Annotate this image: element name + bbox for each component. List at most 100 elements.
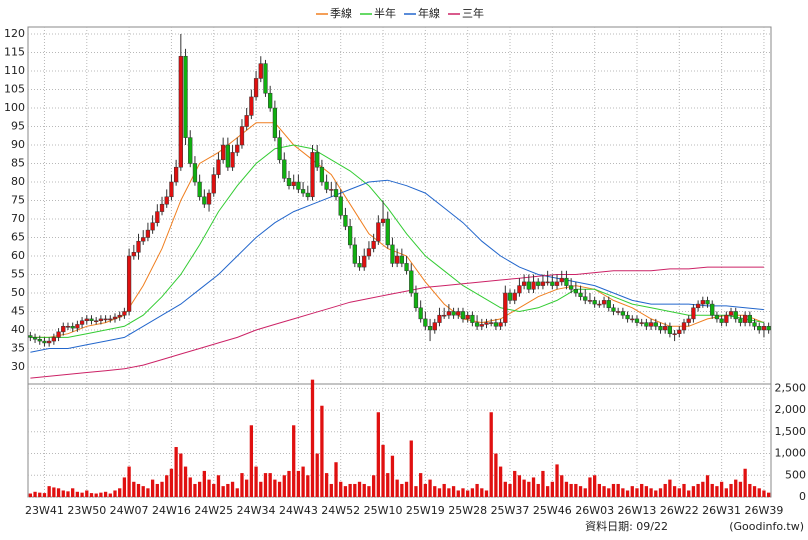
candle-body xyxy=(479,324,484,327)
candle-body xyxy=(47,340,52,344)
candle-body xyxy=(338,196,343,216)
volume-bar xyxy=(663,483,667,497)
volume-bar xyxy=(451,486,456,497)
volume-bar xyxy=(174,447,178,497)
y2-tick-label: 0 xyxy=(799,490,806,503)
candle-body xyxy=(498,322,503,327)
volume-bar xyxy=(381,444,385,497)
candle-body xyxy=(324,181,329,190)
volume-bar xyxy=(475,483,479,497)
candle-body xyxy=(427,326,433,331)
volume-bar xyxy=(146,488,150,497)
ma-line xyxy=(30,179,764,353)
candle-body xyxy=(155,211,160,223)
x-tick-label: 24W43 xyxy=(279,504,318,517)
x-tick-label: 25W10 xyxy=(364,504,403,517)
volume-bar xyxy=(658,488,663,497)
candle-body xyxy=(606,300,611,309)
candle-body xyxy=(536,281,541,286)
x-tick-label: 25W19 xyxy=(406,504,445,517)
candle-body xyxy=(94,320,99,322)
candle-body xyxy=(611,307,616,312)
volume-bar xyxy=(122,477,127,497)
volume-bar xyxy=(597,483,602,497)
x-tick-label: 24W34 xyxy=(237,504,276,517)
candle-body xyxy=(569,285,574,290)
volume-bar xyxy=(306,475,310,497)
candle-body xyxy=(173,166,179,183)
candle-body xyxy=(159,203,165,212)
candle-body xyxy=(183,55,188,138)
x-tick-label: 25W28 xyxy=(448,504,487,517)
volume-bar xyxy=(282,475,286,497)
candle-body xyxy=(667,326,673,334)
candle-body xyxy=(531,281,536,290)
volume-bar xyxy=(324,473,329,497)
candle-body xyxy=(352,244,357,264)
y-tick-label: 70 xyxy=(11,212,25,225)
volume-bar xyxy=(734,479,738,497)
candle-body xyxy=(145,229,151,238)
candle-body xyxy=(390,244,395,264)
volume-bar xyxy=(550,481,554,497)
volume-bar xyxy=(221,486,225,497)
candle-body xyxy=(695,303,701,309)
candle-body xyxy=(235,144,240,153)
volume-bar xyxy=(245,479,249,497)
volume-bar xyxy=(390,455,395,497)
candle-body xyxy=(639,322,644,324)
candle-body xyxy=(648,322,654,327)
candle-body xyxy=(300,189,306,194)
candle-body xyxy=(630,318,635,321)
volume-bar xyxy=(212,483,216,497)
candle-body xyxy=(540,281,546,286)
candle-body xyxy=(733,311,738,320)
volume-bar xyxy=(757,488,761,497)
volume-bar xyxy=(447,488,451,497)
y2-tick-label: 1,000 xyxy=(775,447,807,460)
candle-body xyxy=(230,152,235,168)
volume-bar xyxy=(635,488,639,497)
footer-date: 資料日期: 09/22 xyxy=(585,519,668,533)
volume-bar xyxy=(593,475,597,497)
candle-body xyxy=(75,324,80,329)
candle-body xyxy=(258,63,263,79)
volume-bar xyxy=(508,483,512,497)
candle-body xyxy=(625,314,630,320)
candle-body xyxy=(578,292,583,297)
candle-body xyxy=(521,281,527,286)
volume-bar xyxy=(687,490,691,497)
volume-bar xyxy=(748,483,752,497)
y-tick-label: 35 xyxy=(11,341,25,354)
candle-body xyxy=(554,281,560,286)
candle-body xyxy=(545,281,550,284)
candle-body xyxy=(343,215,348,227)
y2-tick-label: 2,500 xyxy=(775,381,807,394)
candle-body xyxy=(329,189,334,191)
candle-body xyxy=(221,144,226,161)
volume-bar xyxy=(409,440,413,497)
volume-bar xyxy=(197,481,202,497)
candle-body xyxy=(136,240,141,253)
candle-body xyxy=(112,316,118,320)
volume-bar xyxy=(240,473,244,497)
volume-bar xyxy=(165,475,169,497)
candle-body xyxy=(418,307,423,320)
volume-bar xyxy=(419,473,423,497)
volume-bar xyxy=(75,491,80,497)
volume-bar xyxy=(108,493,112,497)
x-tick-label: 25W46 xyxy=(533,504,572,517)
candle-body xyxy=(559,277,564,283)
candle-body xyxy=(564,277,569,286)
volume-bar xyxy=(310,379,315,497)
candle-body xyxy=(380,218,386,223)
candle-body xyxy=(37,338,42,342)
volume-bar xyxy=(160,481,164,497)
x-tick-label: 26W39 xyxy=(745,504,784,517)
candle-body xyxy=(423,318,428,327)
candle-body xyxy=(484,322,489,325)
x-tick-label: 25W37 xyxy=(491,504,530,517)
volume-bar xyxy=(625,490,630,497)
volume-bar xyxy=(89,493,94,497)
